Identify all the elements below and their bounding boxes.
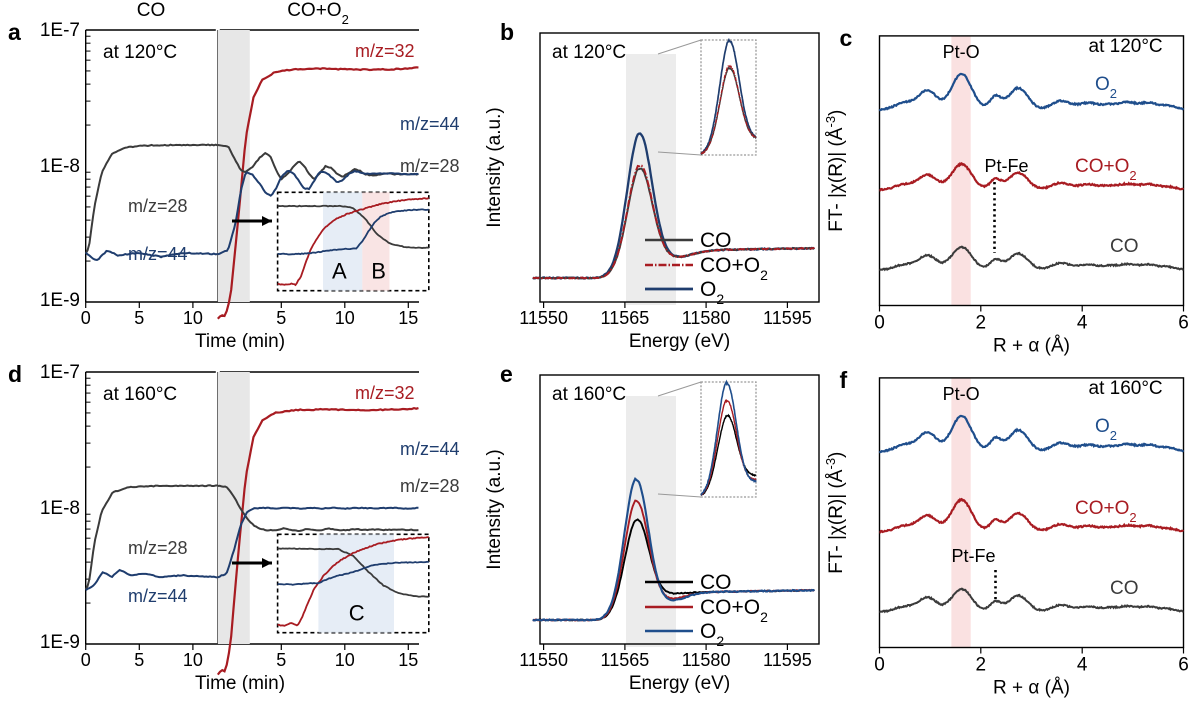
svg-text:5: 5 xyxy=(276,308,286,328)
svg-text:10: 10 xyxy=(335,308,355,328)
svg-text:11565: 11565 xyxy=(601,650,650,670)
svg-text:f: f xyxy=(840,367,848,393)
svg-text:CO: CO xyxy=(137,0,166,21)
svg-text:Pt-Fe: Pt-Fe xyxy=(985,156,1029,176)
svg-text:0: 0 xyxy=(874,655,885,676)
svg-text:5: 5 xyxy=(134,650,144,670)
svg-text:15: 15 xyxy=(398,308,418,328)
svg-text:CO: CO xyxy=(700,229,732,252)
svg-text:FT- |χ(R)| (Å-3): FT- |χ(R)| (Å-3) xyxy=(823,452,848,574)
svg-text:at 160°C: at 160°C xyxy=(103,384,177,405)
svg-text:1E-7: 1E-7 xyxy=(40,362,80,383)
svg-text:at 160°C: at 160°C xyxy=(1089,378,1163,399)
svg-text:4: 4 xyxy=(1077,313,1088,334)
svg-text:e: e xyxy=(500,361,513,387)
svg-text:Pt-O: Pt-O xyxy=(943,42,980,62)
svg-text:1E-7: 1E-7 xyxy=(40,20,80,41)
svg-text:CO: CO xyxy=(1110,236,1139,257)
svg-text:11595: 11595 xyxy=(763,650,812,670)
svg-text:Intensity (a.u.): Intensity (a.u.) xyxy=(484,107,505,227)
svg-text:m/z=44: m/z=44 xyxy=(400,114,460,134)
svg-text:4: 4 xyxy=(1077,655,1088,676)
svg-text:0: 0 xyxy=(81,650,91,670)
svg-text:11580: 11580 xyxy=(682,308,731,328)
svg-text:0: 0 xyxy=(874,313,885,334)
svg-text:2: 2 xyxy=(976,655,987,676)
svg-text:5: 5 xyxy=(134,308,144,328)
svg-text:11580: 11580 xyxy=(682,650,731,670)
svg-text:0: 0 xyxy=(81,308,91,328)
svg-text:1E-8: 1E-8 xyxy=(40,156,80,177)
svg-text:at 120°C: at 120°C xyxy=(103,42,177,63)
svg-text:10: 10 xyxy=(335,650,355,670)
svg-text:Intensity (a.u.): Intensity (a.u.) xyxy=(484,449,505,569)
svg-text:R + α (Å): R + α (Å) xyxy=(993,678,1070,699)
svg-text:10: 10 xyxy=(183,308,203,328)
svg-text:Energy (eV): Energy (eV) xyxy=(629,673,730,694)
svg-text:2: 2 xyxy=(976,313,987,334)
svg-text:m/z=44: m/z=44 xyxy=(128,586,188,606)
svg-text:CO: CO xyxy=(1110,578,1139,599)
svg-text:d: d xyxy=(8,361,22,387)
svg-text:a: a xyxy=(8,19,21,45)
svg-text:CO: CO xyxy=(700,571,732,594)
svg-text:m/z=44: m/z=44 xyxy=(128,244,188,264)
svg-text:11550: 11550 xyxy=(519,308,568,328)
svg-text:Pt-Fe: Pt-Fe xyxy=(952,546,996,566)
svg-text:at 160°C: at 160°C xyxy=(552,384,626,405)
svg-text:6: 6 xyxy=(1178,313,1189,334)
svg-text:m/z=32: m/z=32 xyxy=(355,41,415,61)
svg-text:1E-8: 1E-8 xyxy=(40,498,80,519)
svg-text:A: A xyxy=(332,259,347,284)
svg-text:15: 15 xyxy=(398,650,418,670)
svg-text:m/z=28: m/z=28 xyxy=(128,538,188,558)
svg-text:6: 6 xyxy=(1178,655,1189,676)
svg-text:11550: 11550 xyxy=(519,650,568,670)
svg-text:11595: 11595 xyxy=(763,308,812,328)
svg-text:Pt-O: Pt-O xyxy=(943,384,980,404)
svg-text:11565: 11565 xyxy=(601,308,650,328)
svg-text:FT- |χ(R)| (Å-3): FT- |χ(R)| (Å-3) xyxy=(823,110,848,232)
svg-text:m/z=28: m/z=28 xyxy=(400,156,460,176)
svg-text:c: c xyxy=(840,25,853,51)
svg-text:C: C xyxy=(349,601,365,626)
svg-text:b: b xyxy=(500,19,514,45)
svg-text:1E-9: 1E-9 xyxy=(40,632,80,653)
svg-text:B: B xyxy=(371,259,386,284)
svg-text:m/z=28: m/z=28 xyxy=(400,476,460,496)
svg-text:m/z=32: m/z=32 xyxy=(355,383,415,403)
svg-text:5: 5 xyxy=(276,650,286,670)
svg-text:Time (min): Time (min) xyxy=(195,331,285,352)
svg-text:at 120°C: at 120°C xyxy=(1089,36,1163,57)
svg-text:m/z=44: m/z=44 xyxy=(400,439,460,459)
svg-text:Energy (eV): Energy (eV) xyxy=(629,331,730,352)
svg-text:R + α (Å): R + α (Å) xyxy=(993,336,1070,357)
svg-text:at 120°C: at 120°C xyxy=(552,42,626,63)
svg-text:m/z=28: m/z=28 xyxy=(128,196,188,216)
svg-text:10: 10 xyxy=(183,650,203,670)
svg-text:Time (min): Time (min) xyxy=(195,673,285,694)
svg-text:1E-9: 1E-9 xyxy=(40,290,80,311)
